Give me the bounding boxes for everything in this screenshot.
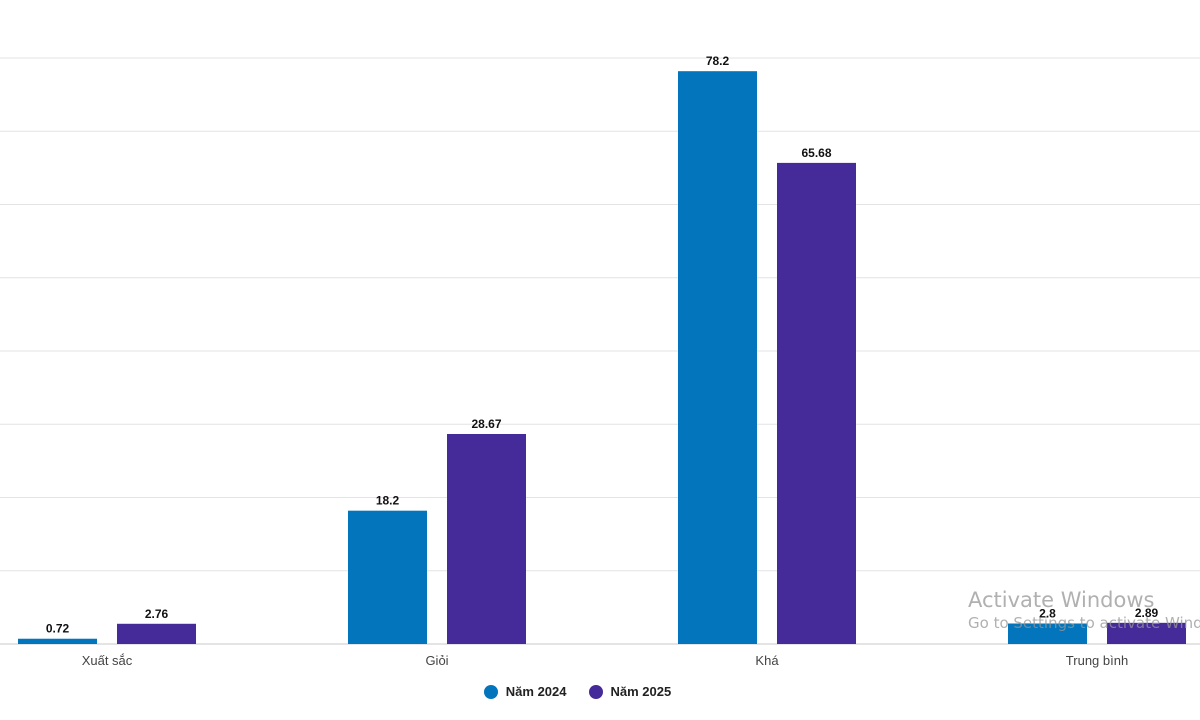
category-label: Xuất sắc (82, 653, 133, 668)
legend: Năm 2024 Năm 2025 (0, 684, 1155, 699)
data-label: 2.76 (145, 607, 169, 621)
data-label: 18.2 (376, 494, 400, 508)
legend-item-2025[interactable]: Năm 2025 (588, 684, 672, 699)
bar[interactable] (447, 433, 526, 644)
bar[interactable] (348, 510, 427, 644)
bar[interactable] (1107, 622, 1186, 644)
data-label: 78.2 (706, 54, 730, 68)
data-labels: 0.72 2.76 18.2 28.67 78.2 65.68 2.8 2.89 (46, 54, 1159, 636)
category-label: Khá (755, 653, 779, 668)
bar[interactable] (18, 638, 97, 644)
category-label: Trung bình (1066, 653, 1128, 668)
bar[interactable] (777, 162, 856, 645)
bars (18, 71, 1186, 645)
data-label: 28.67 (471, 417, 501, 431)
data-label: 2.89 (1135, 606, 1159, 620)
bar[interactable] (117, 623, 196, 644)
category-labels: Xuất sắc Giỏi Khá Trung bình (82, 653, 1129, 668)
data-label: 0.72 (46, 622, 70, 636)
legend-item-2024[interactable]: Năm 2024 (483, 684, 567, 699)
legend-marker-2025 (588, 684, 603, 699)
legend-label-2025: Năm 2025 (610, 684, 672, 699)
data-label: 65.68 (801, 146, 831, 160)
bar[interactable] (1008, 623, 1087, 644)
category-label: Giỏi (425, 653, 448, 668)
bar[interactable] (678, 71, 757, 644)
gridlines (0, 57, 1200, 645)
data-label: 2.8 (1039, 606, 1056, 620)
legend-label-2024: Năm 2024 (505, 684, 567, 699)
legend-marker-2024 (483, 684, 498, 699)
